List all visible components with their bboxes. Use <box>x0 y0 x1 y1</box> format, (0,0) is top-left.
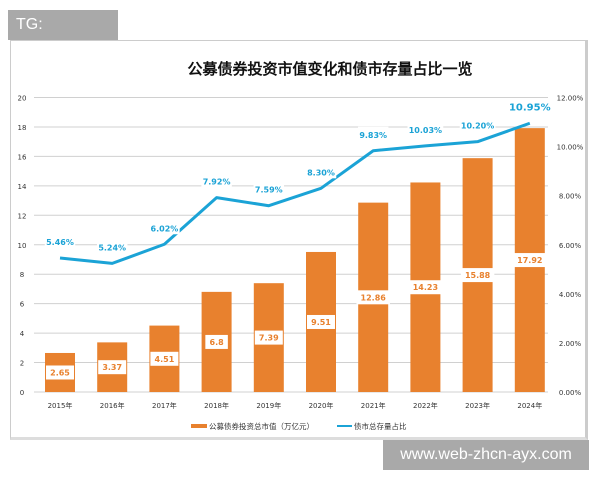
bar-label: 9.51 <box>311 318 331 327</box>
bar-label: 7.39 <box>259 334 279 343</box>
x-tick: 2018年 <box>204 401 229 410</box>
line-label: 5.46% <box>46 238 74 247</box>
bar-label-bg <box>46 365 74 380</box>
chart-frame <box>10 40 588 440</box>
x-tick: 2017年 <box>152 401 177 410</box>
y-right-tick: 0.00% <box>559 389 582 397</box>
line-label: 9.83% <box>359 131 387 140</box>
bar-label: 3.37 <box>102 363 122 372</box>
y-right-tick: 8.00% <box>559 193 582 201</box>
line-label: 10.95% <box>509 102 551 113</box>
line-label-bg <box>201 173 232 188</box>
line-label-bg <box>149 220 180 235</box>
bar-label-bg <box>460 268 495 283</box>
line-label-bg <box>459 117 496 132</box>
y-left-tick: 16 <box>18 153 27 161</box>
legend-bar-swatch <box>191 424 207 428</box>
bar-label: 2.65 <box>50 368 70 377</box>
y-left-tick: 10 <box>18 242 27 250</box>
x-tick: 2023年 <box>465 401 490 410</box>
y-left-tick: 0 <box>20 389 24 397</box>
bar-label-bg <box>150 351 179 366</box>
y-left-tick: 20 <box>18 95 27 103</box>
line-label-bg <box>305 164 337 179</box>
x-tick: 2024年 <box>517 401 542 410</box>
line-label: 10.03% <box>409 126 442 135</box>
watermark-bottom: www.web-zhcn-ayx.com <box>383 440 589 470</box>
bar-label-bg <box>307 314 335 329</box>
bar-label: 4.51 <box>155 355 175 364</box>
y-right-tick: 4.00% <box>559 291 582 299</box>
bar-label: 17.92 <box>517 256 542 265</box>
x-tick: 2022年 <box>413 401 438 410</box>
y-left-tick: 6 <box>20 301 25 309</box>
line-label: 7.92% <box>203 178 231 187</box>
bar-label: 15.88 <box>465 271 491 280</box>
y-left-tick: 18 <box>18 124 27 132</box>
legend-line-label: 债市总存量占比 <box>354 421 407 431</box>
y-left-tick: 4 <box>20 330 25 338</box>
y-right-tick: 6.00% <box>559 242 582 250</box>
y-left-tick: 8 <box>20 271 24 279</box>
y-right-tick: 12.00% <box>557 95 584 103</box>
bar-label-bg <box>513 253 547 268</box>
line-series <box>59 121 531 265</box>
x-tick: 2015年 <box>48 401 73 410</box>
line-label: 7.59% <box>255 186 283 195</box>
bar-label: 14.23 <box>413 283 438 292</box>
x-tick: 2020年 <box>309 401 334 410</box>
line-label: 5.24% <box>98 243 126 252</box>
line-label: 10.20% <box>461 122 494 131</box>
line-label-bg <box>357 126 389 141</box>
bar-label: 6.8 <box>210 338 225 347</box>
x-tick: 2021年 <box>361 401 386 410</box>
x-tick: 2019年 <box>256 401 281 410</box>
y-left-tick: 2 <box>20 360 24 368</box>
y-right-tick: 10.00% <box>557 144 584 152</box>
bar-label-bg <box>254 330 283 345</box>
y-left-tick: 14 <box>18 183 27 191</box>
bar-label-bg <box>356 290 390 305</box>
x-tick: 2016年 <box>100 401 125 410</box>
chart-title: 公募债券投资市值变化和债市存量占比一览 <box>187 60 473 78</box>
line-label-bg <box>508 99 552 114</box>
line-label-bg <box>44 234 76 249</box>
bar-label-bg <box>205 334 228 349</box>
bar-label-bg <box>408 280 443 295</box>
y-left-tick: 12 <box>18 212 27 220</box>
line-label: 6.02% <box>151 224 179 233</box>
bar-label-bg <box>98 360 127 375</box>
y-right-tick: 2.00% <box>559 340 582 348</box>
line-label-bg <box>407 121 444 136</box>
line-label: 8.30% <box>307 168 335 177</box>
line-label-bg <box>253 181 285 196</box>
watermark-top: TG: MYYJJPP <box>8 10 118 63</box>
legend-bar-label: 公募债券投资总市值（万亿元） <box>209 421 314 431</box>
line-label-bg <box>96 239 128 254</box>
bar-label: 12.86 <box>361 293 387 302</box>
